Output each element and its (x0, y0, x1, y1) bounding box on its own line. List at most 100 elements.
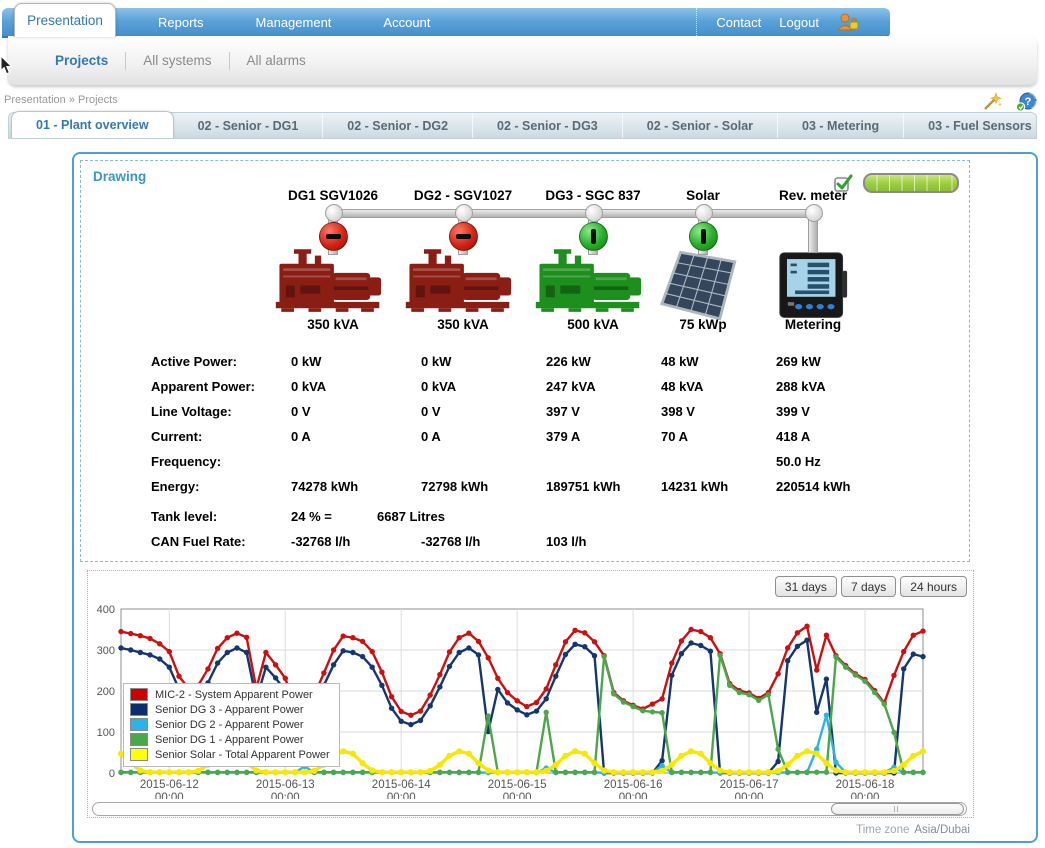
svg-text:200: 200 (97, 686, 115, 698)
nav-right: Contact Logout (696, 8, 860, 36)
legend-label: Senior DG 2 - Apparent Power (155, 718, 304, 731)
subnav-item-all-alarms[interactable]: All alarms (246, 53, 306, 68)
chart-scrollbar-thumb[interactable] (830, 803, 964, 815)
svg-text:300: 300 (97, 645, 115, 657)
row-label: Tank level: (151, 509, 218, 524)
row-label: Line Voltage: (151, 404, 232, 419)
breadcrumb[interactable]: Presentation » Projects (4, 94, 118, 106)
svg-text:2015-06-18: 2015-06-18 (836, 779, 895, 791)
cell-value: 70 A (661, 429, 688, 444)
busbar-joint-icon (455, 204, 473, 222)
svg-text:100: 100 (97, 727, 115, 739)
cell-value: 0 kW (421, 354, 452, 369)
unit-name: DG3 - SGC 837 (545, 188, 641, 203)
svg-text:00:00: 00:00 (387, 792, 416, 799)
svg-text:2015-06-17: 2015-06-17 (720, 779, 779, 791)
green-check-icon (834, 174, 854, 192)
svg-text:00:00: 00:00 (735, 792, 764, 799)
cell-value: 0 V (291, 404, 311, 419)
range-button-7-days[interactable]: 7 days (840, 576, 897, 597)
svg-text:2015-06-15: 2015-06-15 (488, 779, 547, 791)
nav-tab-presentation[interactable]: Presentation (14, 3, 116, 37)
table-row-can-fuel-rate: CAN Fuel Rate: -32768 l/h -32768 l/h 103 l/… (81, 531, 969, 556)
cell-value: 398 V (661, 404, 695, 419)
breaker-bar (326, 234, 341, 239)
cell-value: 418 A (776, 429, 811, 444)
svg-text:2015-06-12: 2015-06-12 (140, 779, 199, 791)
busbar-joint-icon (585, 204, 603, 222)
table-row-active-power: Active Power: 0 kW 0 kW 226 kW 48 kW 269 kW (81, 351, 969, 376)
cell-value: 0 kVA (291, 379, 327, 394)
page-tab-01-plant-overview[interactable]: 01 - Plant overview (11, 111, 174, 138)
breaker-bar (456, 234, 471, 239)
breaker-bar (591, 229, 596, 244)
unit-name: DG2 - SGV1027 (413, 188, 513, 203)
user-lock-icon[interactable] (836, 13, 860, 31)
drawing-status (834, 173, 959, 193)
breaker-open-icon[interactable] (319, 222, 348, 251)
cell-value: 247 kVA (546, 379, 596, 394)
page-tab-02-senior-solar[interactable]: 02 - Senior - Solar (623, 114, 779, 138)
cell-value: -32768 l/h (421, 534, 481, 549)
nav-item-reports[interactable]: Reports (158, 14, 204, 30)
subnav-bar: Projects All systems All alarms (8, 36, 1037, 85)
legend-swatch-icon (130, 718, 148, 731)
page-tab-02-senior-dg1[interactable]: 02 - Senior - DG1 (174, 114, 324, 138)
svg-text:00:00: 00:00 (619, 792, 648, 799)
generator-icon (528, 249, 658, 318)
svg-text:?: ? (1025, 96, 1032, 108)
breaker-closed-icon[interactable] (689, 222, 718, 251)
nav-item-logout[interactable]: Logout (779, 14, 819, 30)
svg-text:00:00: 00:00 (851, 792, 880, 799)
cell-value: 269 kW (776, 354, 821, 369)
page-tabstrip: 01 - Plant overview 02 - Senior - DG1 02 -… (8, 111, 1037, 139)
mouse-cursor (0, 54, 15, 81)
legend-label: Senior DG 1 - Apparent Power (155, 733, 304, 746)
subnav-item-all-systems[interactable]: All systems (143, 53, 212, 68)
busbar-joint-icon (805, 204, 823, 222)
row-label: Current: (151, 429, 203, 444)
page-tab-03-metering[interactable]: 03 - Metering (778, 114, 905, 138)
nav-right-items: Contact Logout (707, 15, 828, 30)
cell-value: 399 V (776, 404, 810, 419)
table-row-tank-level: Tank level: 24 % = 6687 Litres (81, 506, 969, 531)
unit-capacity: 350 kVA (437, 317, 489, 332)
legend-swatch-icon (130, 703, 148, 716)
unit-name: Solar (686, 188, 720, 203)
subnav-separator (228, 51, 230, 70)
cell-value: -32768 l/h (291, 534, 351, 549)
legend-label: Senior DG 3 - Apparent Power (155, 703, 304, 716)
unit-capacity: 350 kVA (307, 317, 359, 332)
range-button-31-days[interactable]: 31 days (774, 576, 837, 597)
page-tab-02-senior-dg2[interactable]: 02 - Senior - DG2 (323, 114, 474, 138)
nav-item-contact[interactable]: Contact (716, 14, 762, 30)
svg-text:0: 0 (109, 768, 115, 780)
range-button-24-hours[interactable]: 24 hours (900, 576, 967, 597)
svg-text:400: 400 (97, 604, 115, 616)
meter-icon (748, 251, 878, 326)
breaker-closed-icon[interactable] (579, 222, 608, 251)
cell-value: 14231 kWh (661, 479, 729, 494)
legend-label: Senior Solar - Total Apparent Power (155, 748, 330, 761)
help-icon[interactable]: ? (1016, 92, 1037, 112)
wand-icon[interactable] (982, 92, 1002, 112)
nav-item-account[interactable]: Account (383, 14, 431, 30)
cell-value: 0 A (291, 429, 311, 444)
chart-scrollbar[interactable] (92, 802, 967, 816)
table-row-current: Current: 0 A 0 A 379 A 70 A 418 A (81, 426, 969, 451)
legend-item-senior-solar-total-apparent-power: Senior Solar - Total Apparent Power (130, 747, 330, 762)
svg-text:00:00: 00:00 (503, 792, 532, 799)
legend-item-mic-2-system-apparent-power: MIC-2 - System Apparent Power (130, 687, 330, 702)
unit-name: DG1 SGV1026 (287, 188, 379, 203)
page-tab-03-fuel-sensors[interactable]: 03 - Fuel Sensors (904, 114, 1045, 138)
timezone-label: Time zone (856, 824, 910, 836)
top-navbar: Reports Management Account Contact Logout (2, 8, 890, 38)
page-tab-02-senior-dg3[interactable]: 02 - Senior - DG3 (473, 114, 623, 138)
nav-item-management[interactable]: Management (255, 14, 332, 30)
timezone-row: Time zone Asia/Dubai (87, 820, 974, 840)
cell-value: 226 kW (546, 354, 591, 369)
cell-value: 397 V (546, 404, 580, 419)
nav-menu: Reports Management Account (132, 8, 456, 36)
subnav-item-projects[interactable]: Projects (55, 53, 109, 68)
breaker-open-icon[interactable] (449, 222, 478, 251)
